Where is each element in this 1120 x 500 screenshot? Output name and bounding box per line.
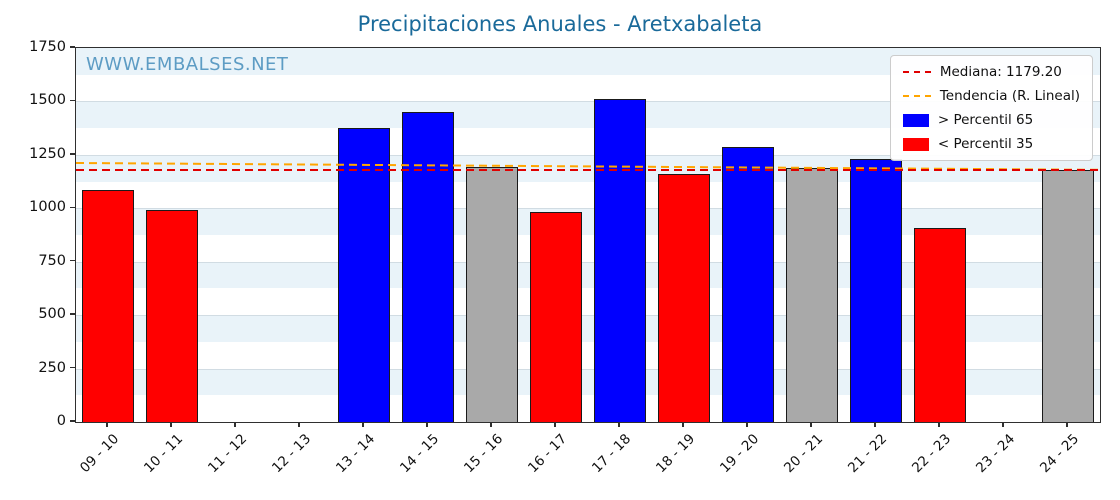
x-axis-tick-label: 15 - 16 xyxy=(461,431,507,477)
legend-patch-sample xyxy=(902,137,929,151)
bar-21-22 xyxy=(850,159,902,422)
y-axis-tick-mark xyxy=(70,420,75,422)
y-axis-tick-label: 1250 xyxy=(29,145,66,162)
x-axis-tick-label: 19 - 20 xyxy=(717,431,763,477)
watermark: WWW.EMBALSES.NET xyxy=(86,54,289,75)
gridline xyxy=(76,101,1100,103)
bar-09-10 xyxy=(82,190,134,422)
x-axis-tick-label: 20 - 21 xyxy=(781,431,827,477)
legend-patch-sample xyxy=(902,113,929,127)
bar-20-21 xyxy=(786,167,838,422)
legend-label: > Percentil 65 xyxy=(937,112,1034,128)
gridline xyxy=(76,315,1100,317)
y-axis-tick-label: 1750 xyxy=(29,39,66,55)
x-axis-tick-mark xyxy=(1066,422,1068,427)
x-axis-tick-label: 17 - 18 xyxy=(589,431,635,477)
bar-14-15 xyxy=(402,112,454,422)
legend-label: < Percentil 35 xyxy=(937,136,1034,152)
gridline xyxy=(76,368,1100,370)
y-axis-tick-mark xyxy=(70,99,75,102)
x-axis-tick-mark xyxy=(618,422,620,427)
y-axis-tick-label: 250 xyxy=(38,359,66,376)
y-axis-tick-label: 1000 xyxy=(29,199,66,216)
x-axis-tick-label: 11 - 12 xyxy=(205,431,251,477)
y-axis-tick-label: 500 xyxy=(38,306,66,323)
legend: Mediana: 1179.20 Tendencia (R. Lineal) > P… xyxy=(889,55,1093,161)
bar-10-11 xyxy=(146,210,198,422)
x-axis-tick-mark xyxy=(106,422,108,427)
x-axis-tick-label: 10 - 11 xyxy=(141,431,187,477)
legend-label: Mediana: 1179.20 xyxy=(939,64,1062,80)
x-axis-tick-mark xyxy=(554,422,556,427)
x-axis-tick-label: 22 - 23 xyxy=(909,431,955,477)
x-axis-tick-mark xyxy=(746,422,748,427)
x-axis-tick-label: 14 - 15 xyxy=(397,431,443,477)
x-axis-tick-mark xyxy=(426,422,428,427)
y-axis-tick-label: 0 xyxy=(56,413,66,429)
x-axis-tick-mark xyxy=(298,422,300,427)
x-axis-tick-mark xyxy=(810,422,812,427)
x-axis-tick-mark xyxy=(682,422,684,427)
x-axis-tick-mark xyxy=(1002,422,1004,427)
plot-area: WWW.EMBALSES.NET Mediana: 1179.20 Tendenc… xyxy=(75,47,1101,423)
legend-item: > Percentil 65 xyxy=(902,112,1080,128)
legend-line-sample xyxy=(902,95,931,97)
legend-item: < Percentil 35 xyxy=(902,136,1080,152)
x-axis-tick-label: 13 - 14 xyxy=(333,431,379,477)
legend-label: Tendencia (R. Lineal) xyxy=(939,88,1080,104)
x-axis-tick-mark xyxy=(234,422,236,427)
x-axis-tick-label: 23 - 24 xyxy=(973,431,1019,477)
y-axis-tick-mark xyxy=(70,153,75,155)
x-axis-tick-mark xyxy=(490,422,492,427)
bar-24-25 xyxy=(1042,169,1094,422)
legend-line-sample xyxy=(902,71,931,73)
x-axis-tick-mark xyxy=(938,422,940,427)
x-axis-tick-mark xyxy=(874,422,876,427)
chart-title: Precipitaciones Anuales - Aretxabaleta xyxy=(357,12,763,36)
bar-17-18 xyxy=(594,99,646,422)
bar-18-19 xyxy=(658,174,710,422)
y-axis-tick-label: 1500 xyxy=(29,92,66,109)
x-axis-tick-mark xyxy=(362,422,364,427)
gridline xyxy=(76,208,1100,210)
bar-15-16 xyxy=(466,166,518,422)
x-axis-tick-label: 12 - 13 xyxy=(269,431,315,477)
gridline xyxy=(76,154,1100,156)
x-axis-tick-label: 16 - 17 xyxy=(525,431,571,477)
y-axis-tick-label: 750 xyxy=(38,252,66,269)
x-axis-tick-label: 18 - 19 xyxy=(653,431,699,477)
trend-line xyxy=(76,161,1100,171)
x-axis-tick-label: 09 - 10 xyxy=(77,431,123,477)
x-axis-tick-label: 21 - 22 xyxy=(845,431,891,477)
y-axis-tick-mark xyxy=(70,366,75,369)
bar-22-23 xyxy=(914,227,966,422)
legend-item: Mediana: 1179.20 xyxy=(902,64,1080,80)
gridline xyxy=(76,261,1100,263)
bar-16-17 xyxy=(530,211,582,422)
bar-19-20 xyxy=(722,147,774,422)
y-axis-tick-mark xyxy=(70,46,75,48)
x-axis-tick-mark xyxy=(170,422,172,427)
bar-13-14 xyxy=(338,128,390,422)
x-axis-tick-label: 24 - 25 xyxy=(1037,431,1083,477)
legend-item: Tendencia (R. Lineal) xyxy=(902,88,1080,104)
y-axis-tick-mark xyxy=(70,313,75,315)
y-axis-tick-mark xyxy=(70,259,75,262)
y-axis-tick-mark xyxy=(70,206,75,209)
